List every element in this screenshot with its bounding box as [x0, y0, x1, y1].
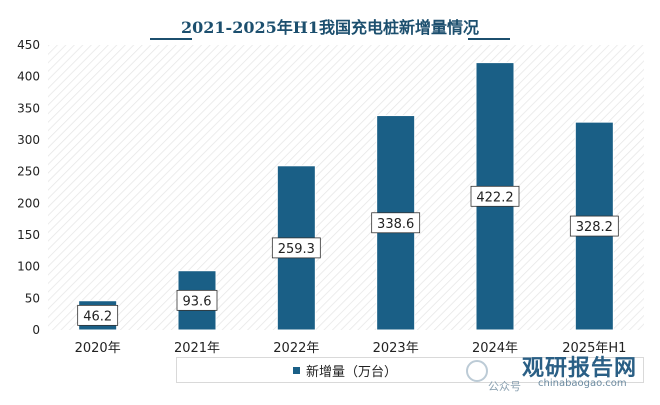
y-axis: 0 50 100 150 200 250 300 350 400 450 — [17, 38, 40, 337]
y-tick-label: 400 — [17, 70, 40, 84]
x-tick-label: 2023年 — [373, 341, 419, 356]
legend-label: 新增量（万台） — [306, 364, 398, 380]
data-label-box — [176, 289, 218, 311]
data-label: 46.2 — [83, 309, 112, 324]
legend-swatch — [293, 366, 300, 374]
x-tick-label: 2020年 — [75, 341, 121, 356]
data-label: 259.3 — [278, 242, 315, 257]
x-tick-label: 2024年 — [472, 341, 518, 356]
y-tick-label: 250 — [17, 165, 40, 179]
x-tick-label: 2021年 — [174, 341, 220, 356]
y-tick-label: 300 — [17, 133, 40, 147]
y-tick-label: 0 — [32, 323, 40, 337]
y-tick-label: 100 — [17, 260, 40, 274]
y-tick-label: 350 — [17, 101, 40, 115]
bars-group: 46.2 93.6 259.3 338.6 422.2 328.2 — [77, 62, 619, 331]
x-tick-label: 2025年H1 — [562, 341, 626, 356]
x-axis: 2020年 2021年 2022年 2023年 2024年 2025年H1 — [75, 341, 627, 356]
x-tick-label: 2022年 — [273, 341, 319, 356]
data-label: 93.6 — [183, 294, 212, 309]
data-label: 422.2 — [476, 190, 513, 205]
y-tick-label: 50 — [25, 291, 40, 305]
plot-area — [48, 45, 644, 330]
data-label-box — [77, 304, 119, 326]
data-label: 328.2 — [576, 220, 613, 235]
data-label-box — [569, 215, 619, 237]
y-tick-label: 200 — [17, 196, 40, 210]
data-label: 338.6 — [377, 217, 414, 232]
data-label-box — [271, 237, 321, 259]
title-rule-right — [468, 38, 510, 40]
chart-title: 2021-2025年H1我国充电桩新增量情况 — [181, 18, 479, 37]
title-rule-left — [150, 38, 192, 40]
legend: 新增量（万台） — [176, 357, 644, 383]
data-label-box — [470, 185, 520, 207]
y-tick-label: 150 — [17, 228, 40, 242]
y-tick-label: 450 — [17, 38, 40, 52]
data-label-box — [371, 212, 421, 234]
